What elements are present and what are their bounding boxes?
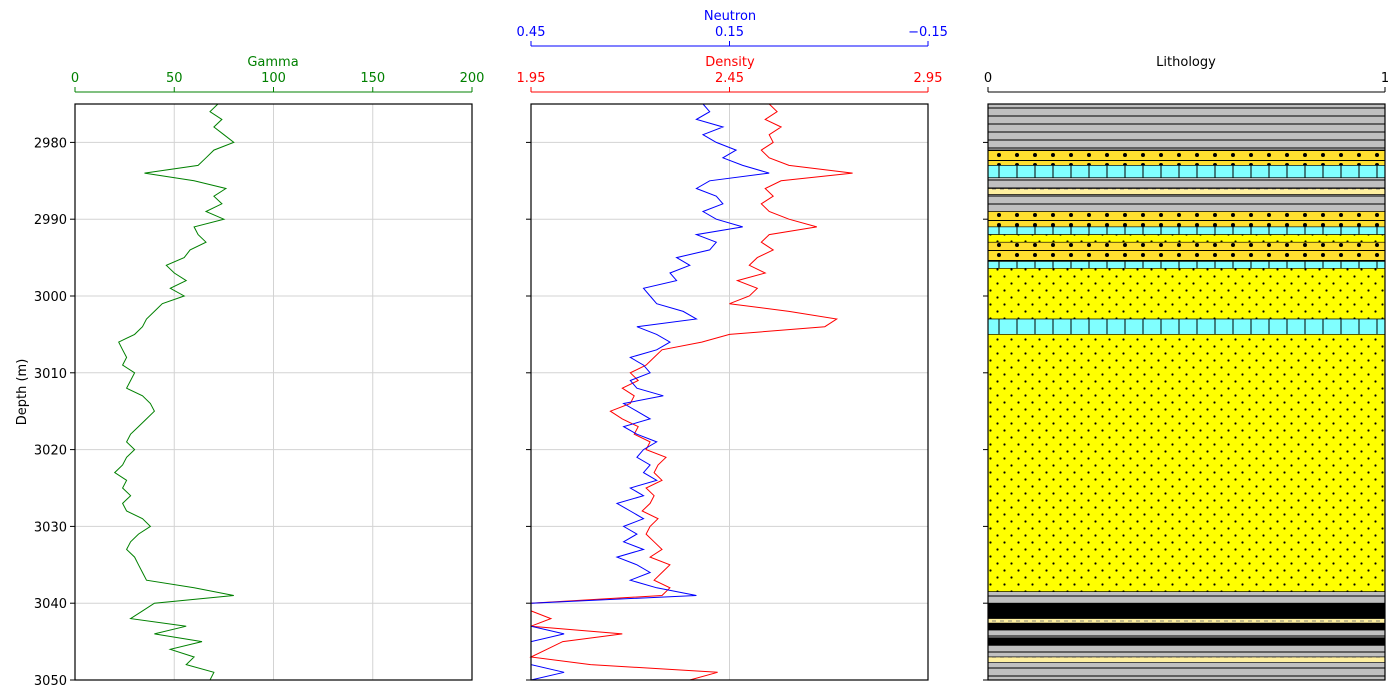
lithology-layer-coal [987, 622, 1386, 631]
x-tick-label: 150 [360, 71, 385, 86]
gamma-frame [74, 103, 473, 681]
lithology-layer-siltstone [987, 656, 1386, 663]
neutron-density-panel: 1.95 2.45 2.95 0.45 0.15 −0.15 Density Neutr… [517, 9, 948, 681]
x-tick-label: 0.45 [517, 25, 546, 40]
x-tick-label: 1.95 [517, 71, 546, 86]
lithology-layer-siltstone [987, 188, 1386, 195]
nd-grid [531, 104, 928, 681]
x-tick-label: 2.45 [715, 71, 744, 86]
nd-y-ticks [526, 141, 531, 681]
density-title: Density [705, 55, 755, 70]
lithology-layer-siltstone [987, 618, 1386, 624]
lithology-layer-coal [987, 637, 1386, 646]
gamma-line [113, 103, 235, 681]
lithology-layer-shale [987, 103, 1386, 151]
lithology-layer-sandstone [987, 334, 1386, 592]
lithology-layer-shale [987, 662, 1386, 681]
x-tick-label: −0.15 [908, 25, 948, 40]
nd-frame [530, 103, 929, 681]
lithology-layer-sandstone [987, 268, 1386, 320]
neutron-title: Neutron [704, 9, 756, 24]
lithology-frame [987, 103, 1386, 681]
lithology-layer-shale [987, 194, 1386, 212]
x-tick-label: 1 [1381, 71, 1389, 86]
x-tick-label: 0 [984, 71, 992, 86]
y-tick-label: 2980 [34, 136, 67, 151]
lithology-layer-shale [987, 591, 1386, 604]
lithology-layer-shale [987, 629, 1386, 639]
x-tick-label: 0.15 [715, 25, 744, 40]
lithology-layer-shale [987, 645, 1386, 658]
x-tick-label: 2.95 [914, 71, 943, 86]
lithology-layer-shale [987, 177, 1386, 189]
y-tick-label: 3050 [34, 674, 67, 689]
density-line [529, 103, 853, 681]
lithology-layers [987, 103, 1386, 681]
gamma-panel: 0 50 100 150 200 2980 2990 3000 3010 3020 3030 304… [15, 55, 484, 689]
x-tick-label: 50 [166, 71, 183, 86]
gamma-title: Gamma [247, 55, 298, 70]
lithology-layer-limestone [987, 318, 1386, 335]
neutron-line [530, 103, 770, 681]
y-tick-label: 2990 [34, 213, 67, 228]
y-tick-label: 3020 [34, 444, 67, 459]
y-tick-label: 3030 [34, 520, 67, 535]
lithology-layer-limestone [987, 165, 1386, 179]
depth-axis-label: Depth (m) [15, 359, 30, 426]
gamma-grid [75, 104, 472, 681]
lithology-layer-sandstone [987, 234, 1386, 243]
lithology-layer-limestone [987, 226, 1386, 235]
x-tick-label: 200 [460, 71, 485, 86]
y-tick-label: 3040 [34, 597, 67, 612]
lithology-layer-sand-shale [987, 211, 1386, 228]
y-tick-label: 3010 [34, 367, 67, 382]
gamma-y-ticks: 2980 2990 3000 3010 3020 3030 3040 3050 [34, 136, 75, 689]
density-x-ticks: 1.95 2.45 2.95 [517, 71, 943, 92]
neutron-x-ticks: 0.45 0.15 −0.15 [517, 25, 948, 46]
y-tick-label: 3000 [34, 290, 67, 305]
x-tick-label: 0 [71, 71, 79, 86]
lithology-layer-sand-shale [987, 149, 1386, 166]
lithology-title: Lithology [1156, 55, 1216, 70]
lithology-layer-sand-shale [987, 241, 1386, 262]
x-tick-label: 100 [261, 71, 286, 86]
lithology-layer-coal [987, 602, 1386, 619]
lithology-y-ticks [983, 141, 988, 681]
gamma-x-ticks: 0 50 100 150 200 [71, 71, 485, 92]
lithology-layer-limestone [987, 261, 1386, 269]
